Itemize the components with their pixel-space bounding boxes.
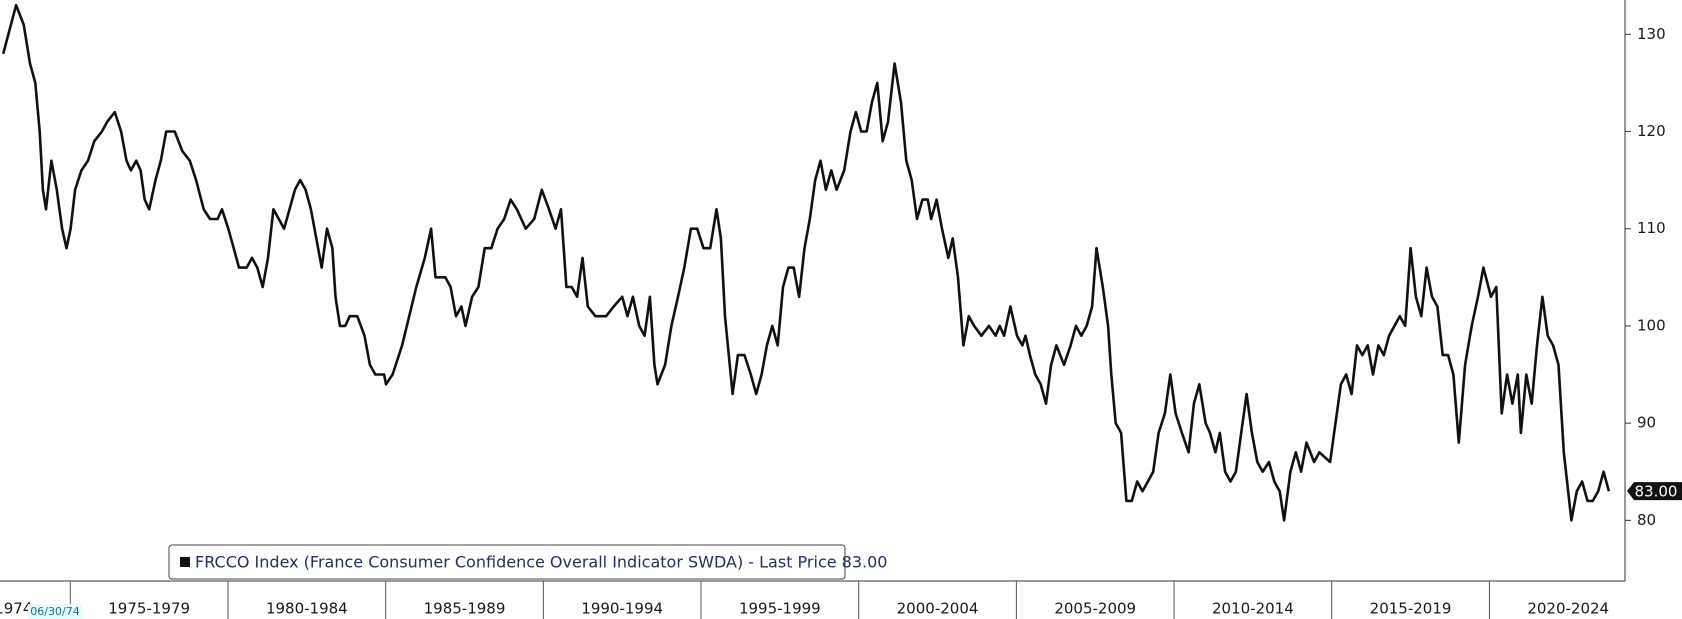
x-band-label: 1972-1974 (0, 600, 32, 618)
x-band-label: 1990-1994 (581, 600, 663, 618)
legend: FRCCO Index (France Consumer Confidence … (168, 544, 887, 580)
x-band-label: 1985-1989 (424, 600, 506, 618)
legend-label: FRCCO Index (France Consumer Confidence … (195, 553, 887, 572)
x-band-label: 1995-1999 (739, 600, 821, 618)
annotation: 06/30/74 (30, 605, 79, 618)
legend-box (168, 544, 846, 580)
x-band-label: 2010-2014 (1212, 600, 1294, 618)
x-band-label: 2015-2019 (1370, 600, 1452, 618)
data-line (1, 3, 1611, 522)
y-tick-label: 80 (1637, 511, 1656, 529)
x-band-label: 2000-2004 (897, 600, 979, 618)
last-price-label: 83.00 (1635, 483, 1678, 501)
y-tick-label: 90 (1637, 414, 1656, 432)
x-band-label: 1975-1979 (108, 600, 190, 618)
x-band-label: 2005-2009 (1054, 600, 1136, 618)
y-tick-label: 120 (1637, 122, 1666, 140)
x-band-label: 1980-1984 (266, 600, 348, 618)
y-tick-label: 130 (1637, 25, 1666, 43)
x-axis-bands: 1972-1974 1975-1979 1980-1984 1985-1989 1990… (0, 581, 1609, 619)
legend-swatch (180, 557, 190, 567)
x-band-label: 2020-2024 (1527, 600, 1609, 618)
annotation-bg (28, 604, 82, 619)
y-tick-label: 100 (1637, 316, 1666, 334)
last-price-tag (1627, 482, 1682, 501)
y-tick-label: 110 (1637, 219, 1666, 237)
axes (0, 0, 1626, 582)
